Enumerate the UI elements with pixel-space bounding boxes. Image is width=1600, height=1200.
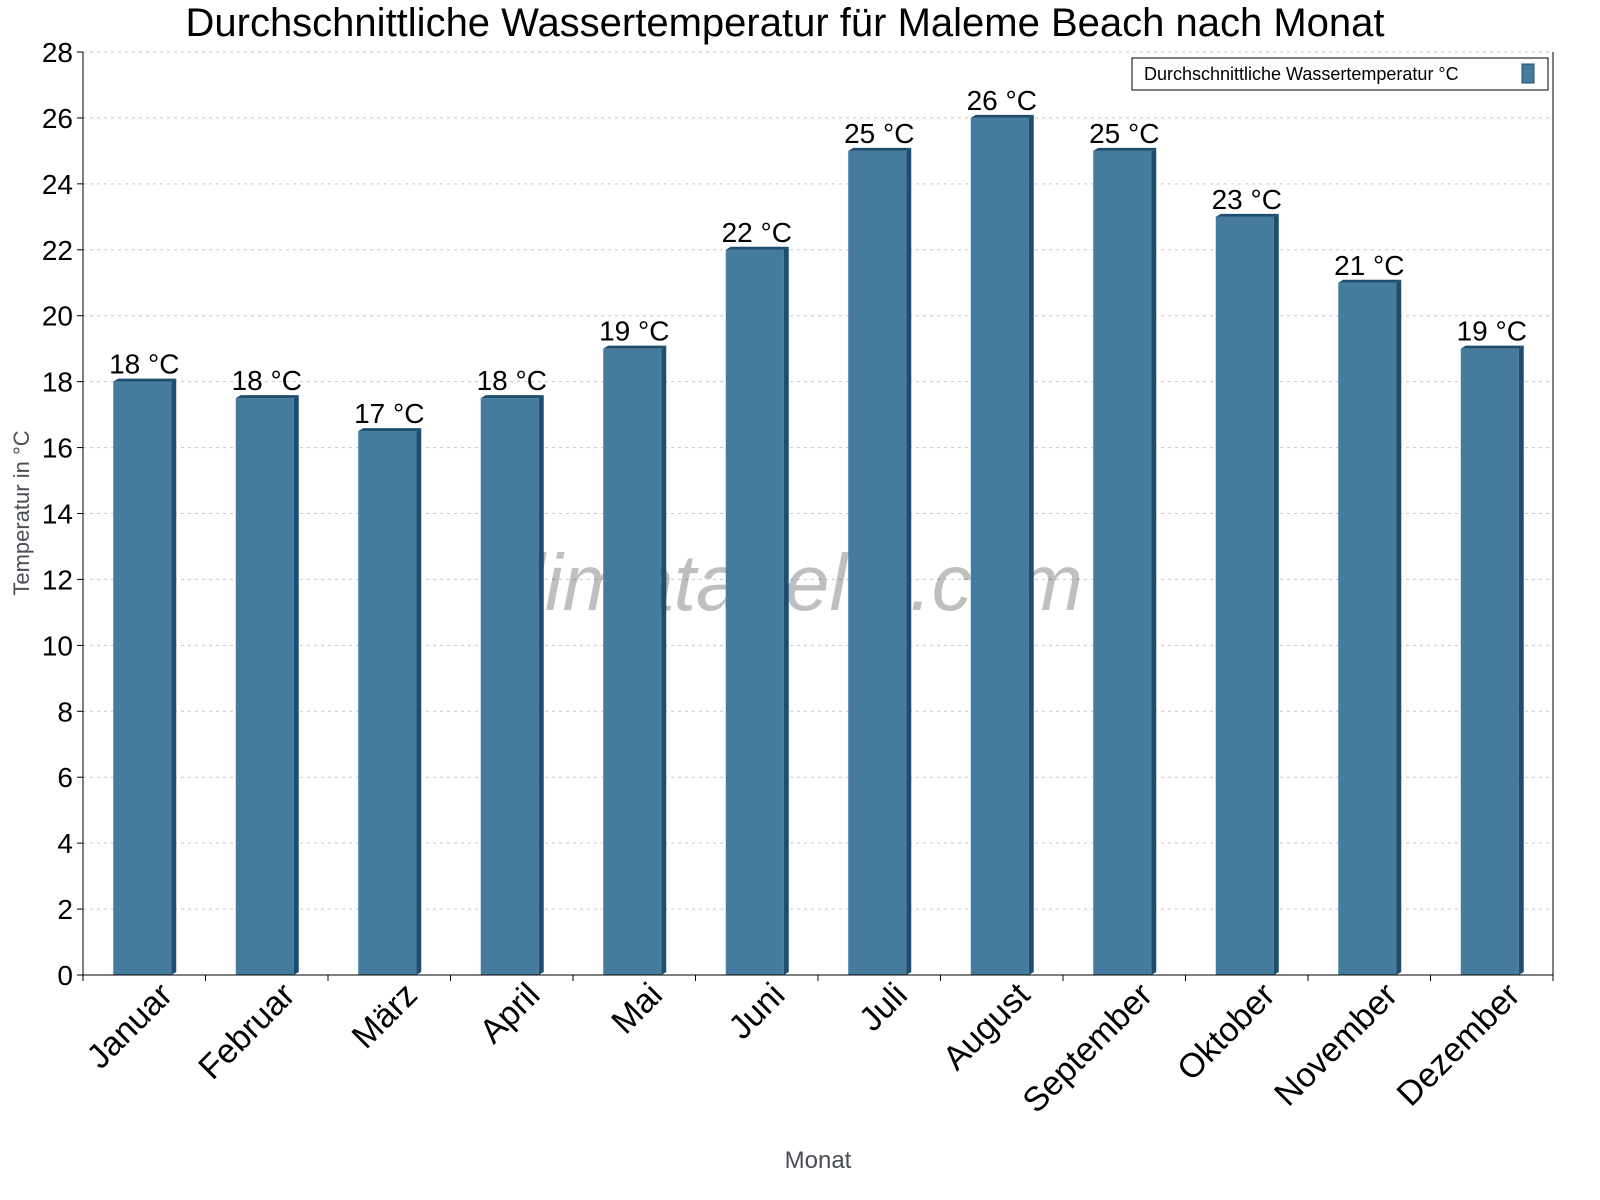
data-label: 17 °C bbox=[354, 398, 424, 429]
bar-top bbox=[1215, 213, 1279, 217]
x-tick-label: Oktober bbox=[1170, 976, 1282, 1088]
bar-top bbox=[848, 147, 912, 151]
data-label: 22 °C bbox=[722, 217, 792, 248]
data-label: 26 °C bbox=[967, 85, 1037, 116]
bar bbox=[603, 348, 662, 975]
bar-side bbox=[1396, 279, 1402, 975]
y-tick-label: 28 bbox=[42, 37, 73, 68]
bar-top bbox=[358, 428, 422, 432]
x-tick-label: August bbox=[936, 975, 1038, 1077]
x-tick-label: Februar bbox=[191, 976, 302, 1087]
bar-top bbox=[1093, 147, 1157, 151]
legend-label: Durchschnittliche Wassertemperatur °C bbox=[1144, 64, 1459, 84]
bar-side bbox=[783, 246, 789, 976]
y-tick-label: 6 bbox=[57, 762, 73, 793]
chart-title: Durchschnittliche Wassertemperatur für M… bbox=[185, 1, 1384, 45]
bar bbox=[848, 150, 907, 976]
data-label: 18 °C bbox=[232, 365, 302, 396]
bar-side bbox=[1518, 345, 1524, 975]
bar-top bbox=[235, 395, 299, 399]
bar-top bbox=[113, 378, 177, 382]
y-tick-label: 12 bbox=[42, 564, 73, 595]
data-label: 18 °C bbox=[477, 365, 547, 396]
x-tick-label: November bbox=[1267, 976, 1405, 1114]
y-tick-label: 20 bbox=[42, 301, 73, 332]
bar bbox=[970, 117, 1029, 975]
data-label: 23 °C bbox=[1212, 184, 1282, 215]
y-tick-label: 14 bbox=[42, 499, 73, 530]
y-tick-label: 8 bbox=[57, 696, 73, 727]
bar-side bbox=[416, 428, 422, 975]
bar bbox=[358, 431, 417, 975]
bar-side bbox=[538, 395, 544, 975]
y-tick-label: 22 bbox=[42, 235, 73, 266]
legend: Durchschnittliche Wassertemperatur °C bbox=[1131, 57, 1549, 91]
bar bbox=[235, 398, 294, 975]
data-label: 18 °C bbox=[109, 349, 179, 380]
bar bbox=[113, 381, 172, 976]
x-tick-label: März bbox=[345, 976, 425, 1056]
data-label: 21 °C bbox=[1334, 250, 1404, 281]
y-tick-label: 26 bbox=[42, 103, 73, 134]
x-tick-label: Dezember bbox=[1390, 976, 1528, 1114]
data-label: 19 °C bbox=[1457, 316, 1527, 347]
x-tick-label: Mai bbox=[604, 976, 670, 1042]
y-tick-label: 0 bbox=[57, 960, 73, 991]
y-tick-label: 4 bbox=[57, 828, 73, 859]
x-tick-label: Januar bbox=[80, 976, 180, 1076]
y-tick-label: 10 bbox=[42, 630, 73, 661]
x-tick-label: April bbox=[472, 976, 547, 1051]
bar-side bbox=[293, 395, 299, 975]
bar-top bbox=[1460, 345, 1524, 349]
y-axis-label: Temperatur in °C bbox=[9, 430, 34, 595]
bar bbox=[1338, 282, 1397, 975]
y-tick-label: 24 bbox=[42, 169, 73, 200]
bar bbox=[1093, 150, 1152, 976]
bar bbox=[725, 249, 784, 976]
x-tick-label: Juli bbox=[852, 976, 915, 1039]
data-label: 25 °C bbox=[1089, 118, 1159, 149]
x-tick-label: Juni bbox=[721, 976, 792, 1047]
y-tick-label: 16 bbox=[42, 433, 73, 464]
bar-top bbox=[970, 114, 1034, 118]
bar-side bbox=[1151, 147, 1157, 976]
data-label: 25 °C bbox=[844, 118, 914, 149]
bar-side bbox=[171, 378, 177, 976]
bar-side bbox=[1028, 114, 1034, 975]
y-tick-label: 18 bbox=[42, 367, 73, 398]
y-tick-label: 2 bbox=[57, 894, 73, 925]
x-tick-label: September bbox=[1015, 976, 1159, 1120]
bar-side bbox=[661, 345, 667, 975]
bar bbox=[480, 398, 539, 975]
bar-side bbox=[906, 147, 912, 976]
bar-top bbox=[603, 345, 667, 349]
x-axis-label: Monat bbox=[785, 1147, 852, 1174]
data-label: 19 °C bbox=[599, 316, 669, 347]
bar-top bbox=[1338, 279, 1402, 283]
legend-swatch bbox=[1521, 63, 1535, 84]
bar bbox=[1460, 348, 1519, 975]
bar-top bbox=[480, 395, 544, 399]
bar-top bbox=[725, 246, 789, 250]
bar-side bbox=[1273, 213, 1279, 976]
bar bbox=[1215, 216, 1274, 976]
